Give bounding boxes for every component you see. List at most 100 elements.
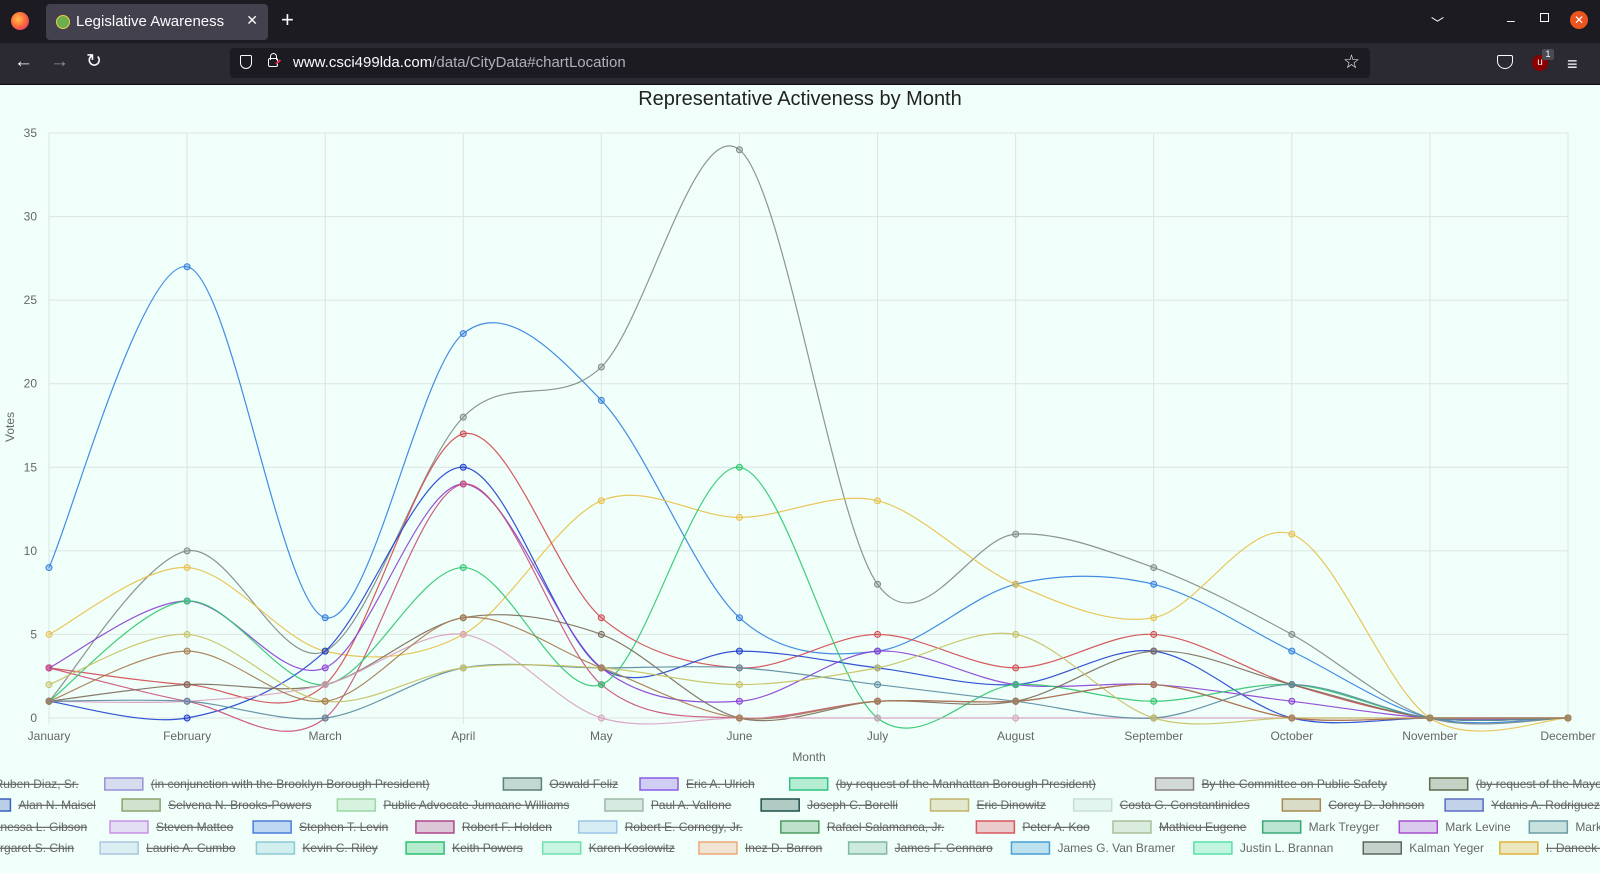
legend-swatch — [1499, 841, 1539, 855]
legend-swatch — [975, 820, 1016, 834]
data-point — [1012, 697, 1020, 705]
list-all-tabs-icon[interactable]: ﹀ — [1431, 16, 1445, 31]
legend-label[interactable]: Paul A. Vallone — [651, 798, 732, 812]
legend-label[interactable]: Mark Treyger — [1309, 820, 1380, 834]
pocket-icon[interactable] — [1497, 55, 1513, 69]
legend-label[interactable]: James F. Gennaro — [895, 841, 993, 855]
legend-label[interactable]: Eric Dinowitz — [977, 798, 1046, 812]
legend-label[interactable]: Robert F. Holden — [462, 820, 552, 834]
hamburger-menu-icon[interactable]: ≡ — [1567, 54, 1578, 74]
data-point — [597, 497, 605, 505]
legend-label[interactable]: Costa G. Constantinides — [1120, 798, 1250, 812]
legend-label[interactable]: Rafael Salamanca, Jr. — [827, 820, 944, 834]
data-point — [183, 714, 191, 722]
data-point — [735, 714, 743, 722]
legend-label[interactable]: Vanessa L. Gibson — [0, 820, 87, 834]
navigation-toolbar: ← → ↻ www.csci499lda.com/data/CityData#c… — [0, 43, 1600, 85]
line-chart: 0 5 10 15 20 25 30 35 January February March April M… — [0, 126, 1600, 855]
legend-label[interactable]: Robert E. Cornegy, Jr. — [625, 820, 743, 834]
chart-page: 0 5 10 15 20 25 30 35 January February March April M… — [0, 84, 1600, 873]
legend-label[interactable]: Ydanis A. Rodriguez — [1491, 798, 1600, 812]
data-point — [459, 630, 467, 638]
legend-label[interactable]: I. Daneek Miller — [1546, 841, 1600, 855]
legend-swatch — [760, 798, 800, 812]
y-tick-label: 30 — [24, 210, 38, 224]
legend-swatch — [1072, 798, 1113, 812]
firefox-logo-icon[interactable] — [11, 12, 29, 30]
url-bar[interactable]: www.csci499lda.com/data/CityData#chartLo… — [230, 48, 1370, 78]
legend-label[interactable]: Inez D. Barron — [745, 841, 822, 855]
legend-label[interactable]: Steven Matteo — [156, 820, 234, 834]
y-tick-label: 10 — [24, 544, 38, 558]
legend-label[interactable]: Corey D. Johnson — [1328, 798, 1424, 812]
data-point — [1288, 697, 1296, 705]
tracking-protection-shield-icon[interactable] — [240, 55, 252, 69]
tab-title: Legislative Awareness — [76, 13, 225, 30]
legend-swatch — [109, 820, 149, 834]
legend-label[interactable]: Karen Koslowitz — [589, 841, 675, 855]
legend-swatch — [788, 777, 829, 791]
legend-label[interactable]: By the Committee on Public Safety — [1202, 777, 1387, 791]
data-point — [1012, 530, 1020, 538]
legend-label[interactable]: Ruben Diaz, Sr. — [0, 777, 79, 791]
legend-label[interactable]: Mark Gjonaj — [1575, 820, 1600, 834]
legend-label[interactable]: Keith Powers — [452, 841, 523, 855]
data-point — [321, 614, 329, 622]
legend-label[interactable]: Public Advocate Jumaane Williams — [383, 798, 569, 812]
data-point — [183, 647, 191, 655]
data-point — [45, 564, 53, 572]
data-point — [597, 363, 605, 371]
forward-arrow-icon[interactable]: → — [50, 51, 69, 72]
data-point — [45, 681, 53, 689]
x-tick-label: October — [1270, 729, 1313, 743]
data-point — [597, 614, 605, 622]
url-text[interactable]: www.csci499lda.com/data/CityData#chartLo… — [293, 54, 626, 71]
legend-label[interactable]: Eric A. Ulrich — [686, 777, 755, 791]
close-tab-icon[interactable]: ✕ — [246, 12, 258, 28]
legend-label[interactable]: Mathieu Eugene — [1159, 820, 1247, 834]
legend-swatch — [121, 798, 161, 812]
back-arrow-icon[interactable]: ← — [14, 51, 33, 72]
legend-label[interactable]: Justin L. Brannan — [1240, 841, 1333, 855]
new-tab-icon[interactable]: + — [281, 7, 294, 32]
legend-label[interactable]: (in conjunction with the Brooklyn Boroug… — [151, 777, 430, 791]
data-point — [459, 430, 467, 438]
legend-label[interactable]: (by request of the Manhattan Borough Pre… — [836, 777, 1096, 791]
tab-active[interactable]: Legislative Awareness ✕ — [46, 4, 268, 40]
legend-label[interactable]: Joseph C. Borelli — [807, 798, 898, 812]
series-line — [48, 145, 1569, 725]
legend-label[interactable]: Selvena N. Brooks-Powers — [168, 798, 311, 812]
legend-label[interactable]: Laurie A. Cumbo — [146, 841, 236, 855]
data-point — [1150, 714, 1158, 722]
maximize-window-icon[interactable] — [1540, 13, 1549, 22]
legend-swatch — [415, 820, 455, 834]
x-axis-title: Month — [792, 750, 825, 764]
close-window-icon[interactable]: ✕ — [1570, 11, 1588, 29]
reload-icon[interactable]: ↻ — [86, 51, 102, 72]
data-point — [1564, 714, 1572, 722]
url-host: www.csci499lda.com — [293, 54, 433, 71]
legend-label[interactable]: Alan N. Maisel — [18, 798, 95, 812]
bookmark-star-icon[interactable]: ☆ — [1342, 52, 1360, 73]
legend-label[interactable]: (by request of the Mayor) — [1476, 777, 1600, 791]
data-point — [1150, 630, 1158, 638]
legend-label[interactable]: Oswald Feliz — [549, 777, 618, 791]
extension-badge: 1 — [1542, 49, 1554, 60]
legend-label[interactable]: Stephen T. Levin — [299, 820, 388, 834]
legend-swatch — [541, 841, 582, 855]
insecure-lock-icon[interactable] — [268, 53, 278, 67]
legend-swatch — [405, 841, 445, 855]
chart-title: Representative Activeness by Month — [638, 88, 962, 110]
series-line — [48, 266, 1569, 724]
legend-label[interactable]: James G. Van Bramer — [1057, 841, 1175, 855]
data-point — [874, 647, 882, 655]
data-point — [459, 330, 467, 338]
legend-label[interactable]: Kalman Yeger — [1409, 841, 1484, 855]
legend-label[interactable]: Kevin C. Riley — [302, 841, 377, 855]
legend-label[interactable]: Margaret S. Chin — [0, 841, 74, 855]
data-point — [1150, 614, 1158, 622]
legend-swatch — [336, 798, 377, 812]
legend-label[interactable]: Peter A. Koo — [1022, 820, 1090, 834]
minimize-window-icon[interactable]: – — [1507, 12, 1515, 28]
legend-label[interactable]: Mark Levine — [1445, 820, 1511, 834]
